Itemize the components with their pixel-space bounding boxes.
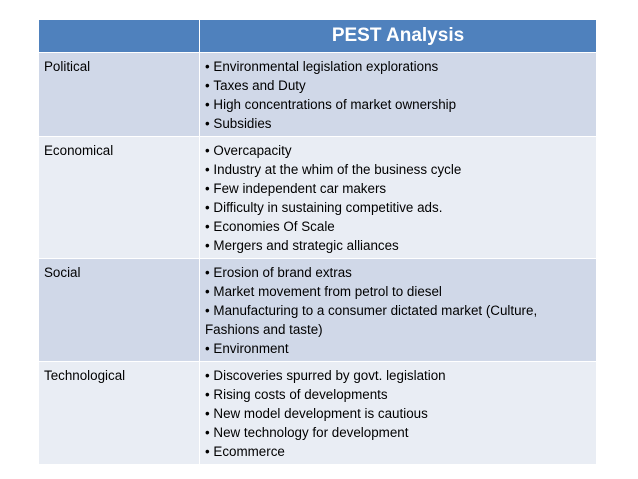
- factor-item: Few independent car makers: [205, 179, 592, 198]
- factor-item: Environmental legislation explorations: [205, 57, 592, 76]
- factor-item: Rising costs of developments: [205, 385, 592, 404]
- row-social: Social Erosion of brand extras Market mo…: [38, 258, 597, 362]
- factor-item: Ecommerce: [205, 442, 592, 461]
- factor-list-cell: Discoveries spurred by govt. legislation…: [199, 361, 597, 465]
- row-technological: Technological Discoveries spurred by gov…: [38, 361, 597, 465]
- factor-list: Erosion of brand extras Market movement …: [205, 263, 592, 358]
- category-label: Economical: [38, 136, 200, 259]
- factor-item: Economies Of Scale: [205, 217, 592, 236]
- pest-analysis-table: PEST Analysis Political Environmental le…: [38, 19, 597, 465]
- factor-item: Taxes and Duty: [205, 76, 592, 95]
- category-label: Social: [38, 258, 200, 362]
- factor-list: Discoveries spurred by govt. legislation…: [205, 366, 592, 461]
- factor-item: Manufacturing to a consumer dictated mar…: [205, 301, 592, 339]
- factor-item: Discoveries spurred by govt. legislation: [205, 366, 592, 385]
- factor-item: Industry at the whim of the business cyc…: [205, 160, 592, 179]
- factor-list: Overcapacity Industry at the whim of the…: [205, 141, 592, 255]
- table-title: PEST Analysis: [199, 19, 597, 53]
- header-row: PEST Analysis: [38, 19, 597, 53]
- factor-item: Market movement from petrol to diesel: [205, 282, 592, 301]
- factor-item: High concentrations of market ownership: [205, 95, 592, 114]
- factor-list-cell: Overcapacity Industry at the whim of the…: [199, 136, 597, 259]
- category-label: Political: [38, 52, 200, 137]
- factor-list: Environmental legislation explorations T…: [205, 57, 592, 133]
- factor-item: Erosion of brand extras: [205, 263, 592, 282]
- factor-item: Overcapacity: [205, 141, 592, 160]
- factor-item: Mergers and strategic alliances: [205, 236, 592, 255]
- factor-list-cell: Erosion of brand extras Market movement …: [199, 258, 597, 362]
- factor-item: Difficulty in sustaining competitive ads…: [205, 198, 592, 217]
- row-political: Political Environmental legislation expl…: [38, 52, 597, 137]
- factor-item: New technology for development: [205, 423, 592, 442]
- factor-item: New model development is cautious: [205, 404, 592, 423]
- header-blank-cell: [38, 19, 200, 53]
- row-economical: Economical Overcapacity Industry at the …: [38, 136, 597, 259]
- factor-item: Subsidies: [205, 114, 592, 133]
- factor-item: Environment: [205, 339, 592, 358]
- category-label: Technological: [38, 361, 200, 465]
- factor-list-cell: Environmental legislation explorations T…: [199, 52, 597, 137]
